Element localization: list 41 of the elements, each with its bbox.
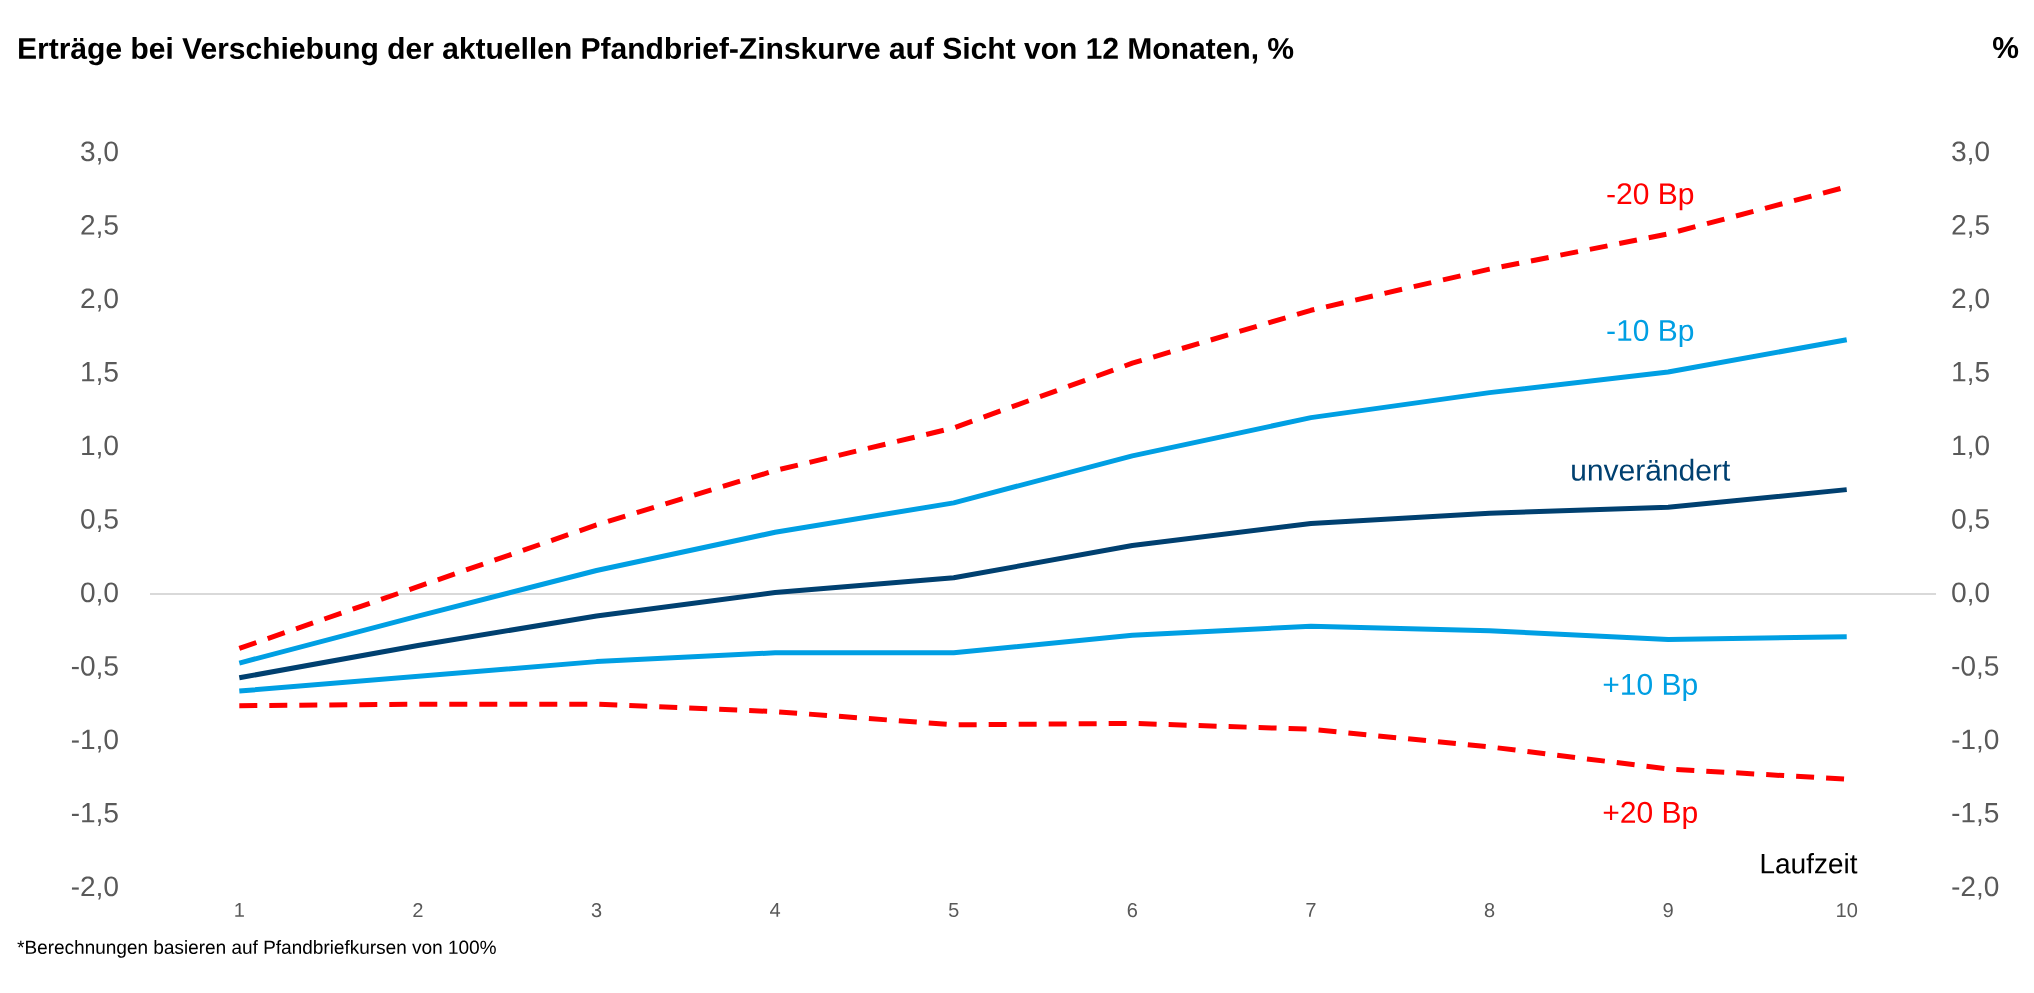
series-label: unverändert xyxy=(1572,458,1731,481)
y2-tick-label: 2,5 xyxy=(1952,214,1989,239)
x-tick-label: 9 xyxy=(1663,903,1673,918)
y2-tick-label: 0,5 xyxy=(1952,508,1989,533)
y-tick-label: -0,5 xyxy=(71,655,118,680)
series-label: -20 Bp xyxy=(1607,183,1694,211)
y-tick-label: 2,5 xyxy=(81,214,118,239)
x-tick-label: 10 xyxy=(1837,903,1858,918)
y-tick-label: -2,0 xyxy=(71,876,118,900)
x-tick-label: 8 xyxy=(1484,903,1495,918)
y2-tick-label: -2,0 xyxy=(1952,876,1999,900)
x-axis-title: Laufzeit xyxy=(1761,853,1858,874)
x-tick-label: 1 xyxy=(235,903,244,917)
y-tick-label: -1,5 xyxy=(71,803,118,826)
x-tick-label: 4 xyxy=(770,903,781,917)
y2-tick-label: 3,0 xyxy=(1952,141,1989,165)
x-tick-label: 3 xyxy=(591,903,602,918)
series-label: +10 Bp xyxy=(1603,673,1697,701)
y2-tick-label: 0,0 xyxy=(1952,582,1989,606)
x-tick-label: 6 xyxy=(1127,903,1138,918)
series-label: -10 Bp xyxy=(1607,319,1694,348)
y-tick-label: 1,5 xyxy=(82,362,118,385)
y2-tick-label: -0,5 xyxy=(1952,655,1999,680)
y2-tick-label: -1,5 xyxy=(1952,803,1999,826)
y2-tick-label: -1,0 xyxy=(1952,729,1999,753)
y-tick-label: -1,0 xyxy=(71,729,118,753)
y2-tick-label: 1,5 xyxy=(1953,362,1989,385)
y2-tick-label: 2,0 xyxy=(1952,288,1989,312)
chart-title: Erträge bei Verschiebung der aktuellen Pfandbrief-Zinskurve auf Sicht von 12 Monaten, % xyxy=(19,37,1294,66)
y-tick-label: 0,5 xyxy=(81,508,118,533)
y-tick-label: 2,0 xyxy=(81,288,118,312)
series-label: +20 Bp xyxy=(1603,801,1697,829)
y2-tick-label: 1,0 xyxy=(1953,435,1989,459)
x-tick-label: 5 xyxy=(948,903,959,918)
y2-axis-title: % xyxy=(1993,37,2019,59)
y-tick-label: 0,0 xyxy=(81,582,118,606)
x-tick-label: 2 xyxy=(413,903,423,918)
y-tick-label: 3,0 xyxy=(81,141,118,165)
text: *Berechnungen basieren auf Pfandbriefkursen von 100% xyxy=(17,940,496,958)
x-tick-label: 7 xyxy=(1306,903,1316,917)
y-tick-label: 1,0 xyxy=(82,435,118,459)
